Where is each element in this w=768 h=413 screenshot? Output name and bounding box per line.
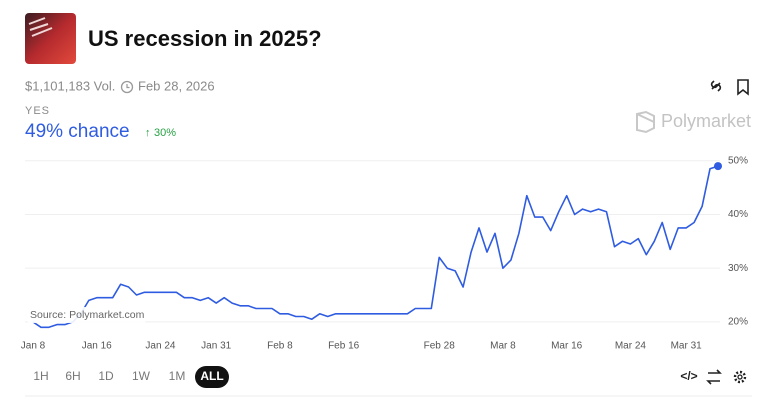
- end-date: Feb 28, 2026: [138, 78, 215, 93]
- change: 30%: [154, 127, 176, 139]
- volume: $1,101,183 Vol.: [25, 78, 115, 93]
- range-button[interactable]: 1W: [132, 369, 151, 383]
- range-label: 1W: [132, 369, 151, 383]
- market-image: [25, 13, 76, 64]
- y-tick-label: 20%: [728, 317, 748, 328]
- market-title: US recession in 2025?: [88, 26, 322, 51]
- range-label: 1M: [169, 369, 186, 383]
- source-box: [27, 307, 146, 323]
- x-tick-label: Jan 31: [201, 341, 231, 352]
- x-tick-label: Feb 28: [424, 341, 456, 352]
- change-arrow: ↑: [145, 127, 151, 139]
- range-button[interactable]: 1M: [169, 369, 186, 383]
- range-button[interactable]: 1H: [33, 369, 48, 383]
- range-label: 1H: [33, 369, 48, 383]
- range-label: ALL: [200, 369, 223, 383]
- x-tick-label: Mar 16: [551, 341, 583, 352]
- x-tick-label: Jan 8: [21, 341, 46, 352]
- x-tick-label: Mar 8: [490, 341, 516, 352]
- clock-hands: [126, 84, 130, 89]
- link-icon: [710, 80, 722, 92]
- x-tick-label: Feb 8: [267, 341, 293, 352]
- x-tick-label: Jan 24: [145, 341, 175, 352]
- clock-icon: [120, 80, 134, 94]
- range-label: 1D: [98, 369, 114, 383]
- link-button[interactable]: [710, 80, 722, 92]
- range-label: 6H: [65, 369, 80, 383]
- brand-logo: [636, 110, 655, 134]
- bookmark-button[interactable]: [737, 79, 749, 96]
- range-button[interactable]: 1D: [98, 369, 114, 383]
- range-active-bg: [195, 366, 229, 388]
- range-buttons: 1H 6H 1D 1W 1M ALL: [33, 366, 229, 388]
- swap-button[interactable]: [706, 369, 722, 385]
- image-stripes: [28, 17, 53, 37]
- y-tick-label: 30%: [728, 263, 748, 274]
- settings-button[interactable]: [733, 370, 747, 384]
- embed-button[interactable]: </>: [680, 369, 697, 383]
- y-tick-label: 40%: [728, 209, 748, 220]
- embed-icon: </>: [680, 369, 697, 383]
- y-tick-label: 50%: [728, 155, 748, 166]
- brand: Polymarket: [661, 111, 751, 131]
- end-dot: [714, 162, 722, 171]
- range-button[interactable]: ALL: [195, 366, 229, 388]
- x-tick-label: Mar 31: [671, 341, 703, 352]
- source: Source: Polymarket.com: [30, 309, 145, 321]
- price-line: [32, 165, 719, 329]
- x-tick-label: Feb 16: [328, 341, 360, 352]
- chance: 49% chance: [25, 121, 130, 142]
- x-tick-label: Mar 24: [615, 341, 647, 352]
- outcome-label: YES: [25, 105, 50, 117]
- settings-center: [737, 374, 743, 380]
- x-tick-label: Jan 16: [82, 341, 112, 352]
- range-button[interactable]: 6H: [65, 369, 80, 383]
